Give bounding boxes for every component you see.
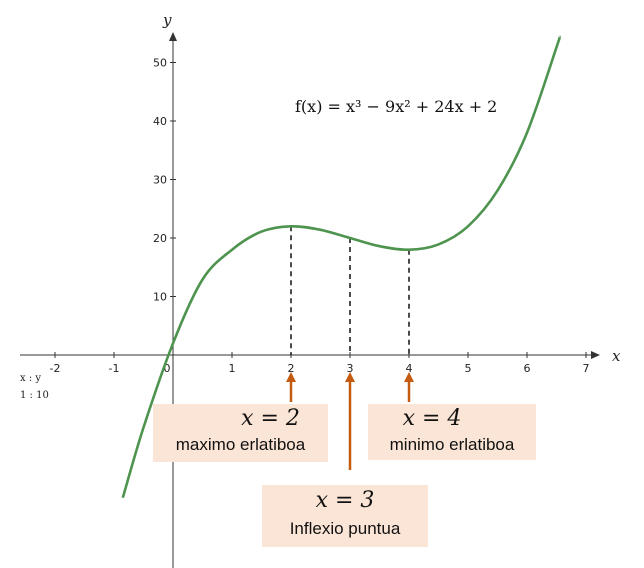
y-tick-label: 10 [153,291,167,304]
reference-lines [291,226,409,355]
y-tick-label: 20 [153,232,167,245]
y-tick-label: 30 [153,174,167,187]
x-tick-label: -1 [109,362,120,375]
scale-note-line2: 1 : 10 [20,390,49,401]
y-tick-label: 50 [153,57,167,70]
annotation-inflection-math: x = 3 [262,485,428,513]
annotation-min-text: minimo erlatiboa [368,431,536,455]
x-tick-label: 1 [229,362,236,375]
annotation-min: x = 4 minimo erlatiboa [368,404,536,460]
y-axis-arrowhead [169,32,177,41]
scale-note-line1: x : y [20,373,41,384]
y-tick-label: 40 [153,115,167,128]
function-formula: f(x) = x³ − 9x² + 24x + 2 [295,97,497,116]
x-tick-label: 6 [524,362,531,375]
x-tick-label: 7 [583,362,590,375]
annotation-inflection-text: Inflexio puntua [262,513,428,539]
annotation-max-text: maximo erlatiboa [153,431,328,455]
annotation-max-math: x = 2 [153,404,328,431]
annotation-inflection: x = 3 Inflexio puntua [262,485,428,547]
annotation-max: x = 2 maximo erlatiboa [153,404,328,462]
y-axis-label: y [162,11,172,29]
x-tick-label: 5 [465,362,472,375]
x-tick-label: -2 [50,362,61,375]
annotation-min-math: x = 4 [368,404,536,431]
x-axis-label: x [612,347,621,365]
x-axis-arrowhead [591,351,600,359]
